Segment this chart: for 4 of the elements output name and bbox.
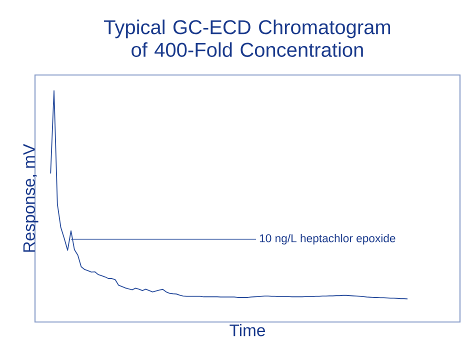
annotation: 10 ng/L heptachlor epoxide bbox=[260, 234, 396, 245]
y-axis-title: Response, mV bbox=[23, 144, 38, 252]
chart-title: Typical GC-ECD Chromatogram of 400-Fold Concentration bbox=[104, 20, 390, 57]
x-axis-title: Time bbox=[230, 324, 265, 336]
